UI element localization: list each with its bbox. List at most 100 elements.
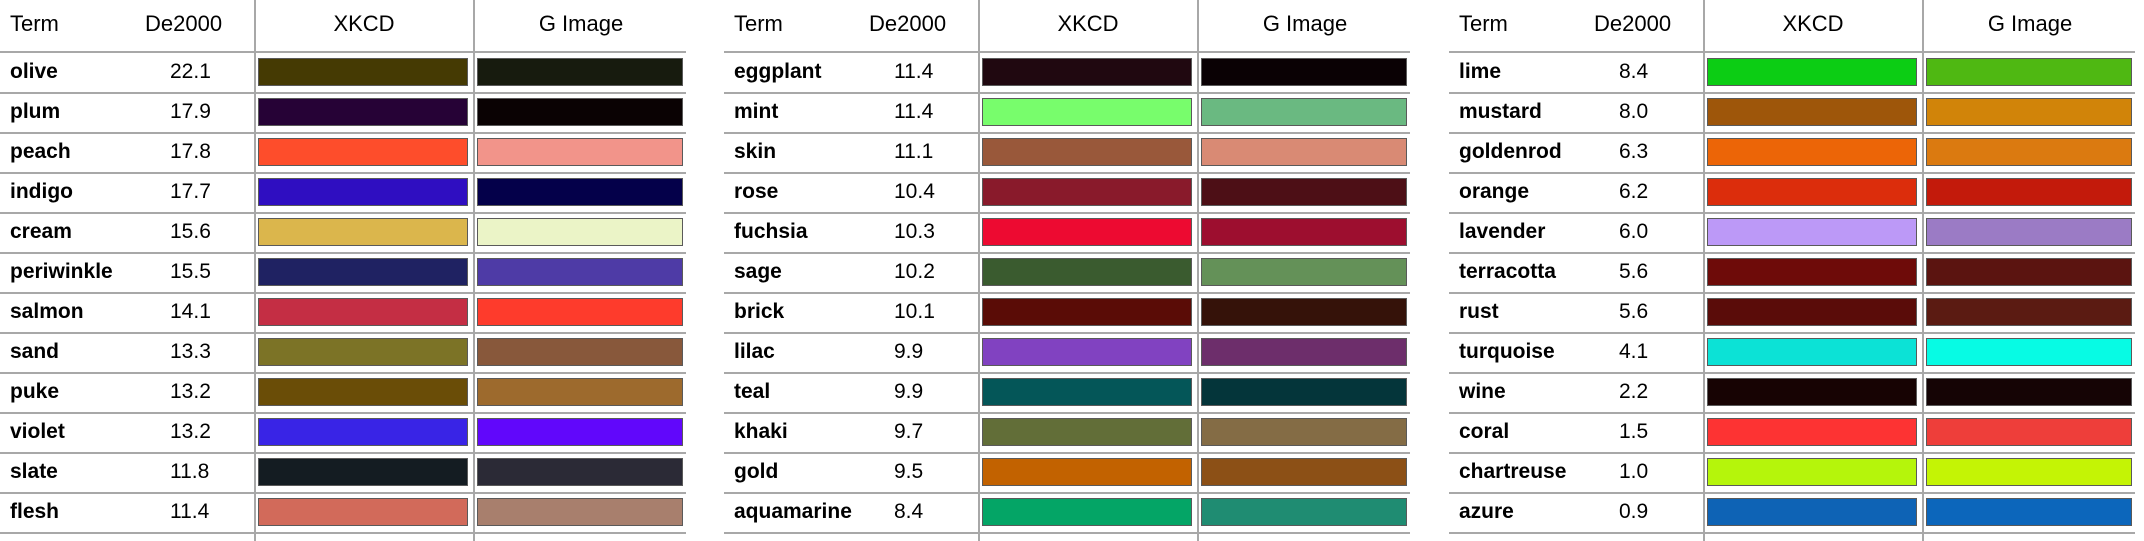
header-term: Term (1459, 11, 1508, 36)
g-image-color-swatch (477, 298, 683, 326)
g-image-color-swatch (1926, 298, 2132, 326)
column-divider (254, 0, 256, 541)
table-header: Term De2000 XKCD G Image (1449, 0, 2135, 53)
xkcd-color-swatch (982, 338, 1192, 366)
g-image-color-swatch (1201, 178, 1407, 206)
g-image-color-swatch (1201, 418, 1407, 446)
term-label: mint (734, 100, 779, 123)
column-divider (1922, 0, 1924, 541)
g-image-color-swatch (1201, 258, 1407, 286)
de2000-value: 11.1 (894, 140, 934, 163)
de2000-value: 11.8 (170, 460, 210, 483)
term-label: puke (10, 380, 60, 403)
xkcd-color-swatch (982, 218, 1192, 246)
term-label: plum (10, 100, 61, 123)
de2000-value: 6.2 (1619, 180, 1649, 203)
table-row: puke 13.2 (0, 371, 686, 414)
term-label: fuchsia (734, 220, 808, 243)
table-row: wine 2.2 (1449, 371, 2135, 414)
table-header: Term De2000 XKCD G Image (0, 0, 686, 53)
table-row: khaki 9.7 (724, 411, 1410, 454)
table-row: flesh 11.4 (0, 491, 686, 534)
term-label: chartreuse (1459, 460, 1567, 483)
table-row: fuchsia 10.3 (724, 211, 1410, 254)
term-label: lilac (734, 340, 775, 363)
xkcd-color-swatch (1707, 498, 1917, 526)
color-table-2: Term De2000 XKCD G Image eggplant 11.4 min… (724, 0, 1410, 541)
term-label: salmon (10, 300, 84, 323)
g-image-color-swatch (1926, 58, 2132, 86)
xkcd-color-swatch (982, 178, 1192, 206)
table-row: rose 10.4 (724, 171, 1410, 214)
term-label: slate (10, 460, 58, 483)
header-xkcd: XKCD (333, 11, 395, 36)
g-image-color-swatch (477, 498, 683, 526)
g-image-color-swatch (477, 338, 683, 366)
header-xkcd: XKCD (1782, 11, 1844, 36)
de2000-value: 11.4 (170, 500, 210, 523)
de2000-value: 17.9 (170, 100, 211, 123)
xkcd-color-swatch (982, 138, 1192, 166)
term-label: peach (10, 140, 71, 163)
de2000-value: 17.7 (170, 180, 211, 203)
g-image-color-swatch (477, 98, 683, 126)
xkcd-color-swatch (982, 458, 1192, 486)
xkcd-color-swatch (1707, 178, 1917, 206)
table-row: aquamarine 8.4 (724, 491, 1410, 534)
de2000-value: 5.6 (1619, 300, 1649, 323)
g-image-color-swatch (1926, 178, 2132, 206)
xkcd-color-swatch (258, 498, 468, 526)
table-row: gold 9.5 (724, 451, 1410, 494)
xkcd-color-swatch (1707, 258, 1917, 286)
xkcd-color-swatch (982, 98, 1192, 126)
xkcd-color-swatch (982, 378, 1192, 406)
header-g-image: G Image (538, 11, 624, 36)
xkcd-color-swatch (258, 218, 468, 246)
term-label: khaki (734, 420, 788, 443)
term-label: sand (10, 340, 60, 363)
xkcd-color-swatch (982, 258, 1192, 286)
de2000-value: 8.4 (894, 500, 924, 523)
g-image-color-swatch (1201, 458, 1407, 486)
term-label: flesh (10, 500, 60, 523)
term-label: wine (1459, 380, 1506, 403)
xkcd-color-swatch (1707, 58, 1917, 86)
header-de2000: De2000 (1594, 11, 1672, 36)
g-image-color-swatch (477, 258, 683, 286)
g-image-color-swatch (1926, 378, 2132, 406)
table-row: sand 13.3 (0, 331, 686, 374)
xkcd-color-swatch (1707, 418, 1917, 446)
xkcd-color-swatch (1707, 378, 1917, 406)
g-image-color-swatch (1201, 338, 1407, 366)
de2000-value: 6.0 (1619, 220, 1649, 243)
g-image-color-swatch (477, 58, 683, 86)
de2000-value: 10.3 (894, 220, 935, 243)
g-image-color-swatch (477, 138, 683, 166)
g-image-color-swatch (1926, 418, 2132, 446)
g-image-color-swatch (1201, 298, 1407, 326)
table-row: rust 5.6 (1449, 291, 2135, 334)
table-row: terracotta 5.6 (1449, 251, 2135, 294)
table-row: mustard 8.0 (1449, 91, 2135, 134)
de2000-value: 10.4 (894, 180, 935, 203)
table-row: violet 13.2 (0, 411, 686, 454)
xkcd-color-swatch (982, 58, 1192, 86)
xkcd-color-swatch (258, 98, 468, 126)
table-header: Term De2000 XKCD G Image (724, 0, 1410, 53)
table-row: lime 8.4 (1449, 51, 2135, 94)
term-label: turquoise (1459, 340, 1555, 363)
term-label: mustard (1459, 100, 1542, 123)
term-label: violet (10, 420, 65, 443)
term-label: orange (1459, 180, 1530, 203)
de2000-value: 14.1 (170, 300, 211, 323)
xkcd-color-swatch (258, 458, 468, 486)
g-image-color-swatch (1926, 458, 2132, 486)
g-image-color-swatch (477, 178, 683, 206)
xkcd-color-swatch (1707, 138, 1917, 166)
de2000-value: 22.1 (170, 60, 211, 83)
g-image-color-swatch (477, 378, 683, 406)
xkcd-color-swatch (1707, 338, 1917, 366)
table-row: periwinkle 15.5 (0, 251, 686, 294)
table-row: skin 11.1 (724, 131, 1410, 174)
term-label: lavender (1459, 220, 1546, 243)
